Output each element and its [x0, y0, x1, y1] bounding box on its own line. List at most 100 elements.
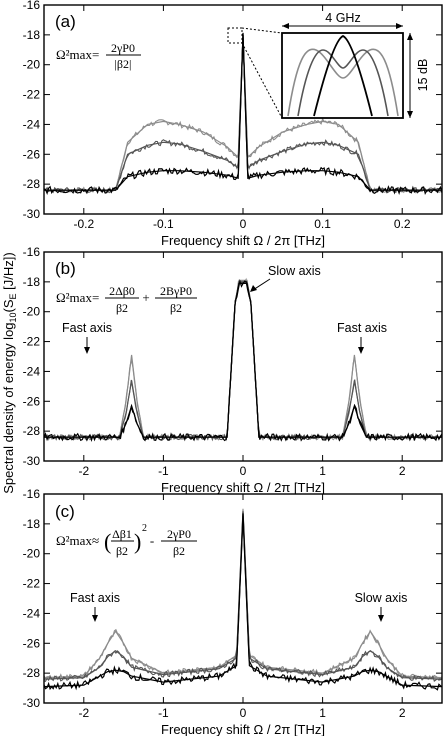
y-tick-label: -30	[23, 207, 41, 221]
panel-a-x-axis-label: Frequency shift Ω / 2π [THz]	[161, 233, 325, 248]
panel-a-ticks: -30 -28 -26 -24 -22 -20 -18 -16 -0.2 -0.1 0 0.1 0.2	[23, 0, 442, 231]
inset-curve-mid	[297, 49, 389, 117]
panel-b-arrow-slow	[252, 278, 271, 291]
panel-c-arrowhead-fast	[92, 615, 98, 622]
series-envelope-high	[44, 279, 442, 438]
panel-c-x-axis-label: Frequency shift Ω / 2π [THz]	[161, 722, 325, 736]
x-tick-label: 0	[240, 706, 247, 720]
inset-zoom-line-top	[241, 27, 283, 34]
x-tick-label: 1	[319, 464, 326, 478]
y-tick-label: -28	[23, 666, 41, 680]
y-tick-label: -24	[23, 117, 41, 131]
y-tick-label: -18	[23, 517, 41, 531]
x-tick-label: -1	[158, 706, 169, 720]
y-tick-label: -20	[23, 547, 41, 561]
y-tick-label: -28	[23, 177, 41, 191]
panel-b-formula-num2: 2BγP0	[160, 284, 192, 298]
panel-b-formula-den2: β2	[170, 301, 182, 315]
y-tick-label: -16	[23, 487, 41, 501]
x-tick-label: -1	[158, 464, 169, 478]
x-tick-label: 2	[399, 464, 406, 478]
x-tick-label: 0	[240, 464, 247, 478]
inset-source-box	[227, 27, 243, 44]
panel-c-formula-den2: β2	[173, 544, 185, 558]
inset-curve-low	[313, 35, 373, 117]
x-tick-label: 1	[319, 706, 326, 720]
panel-c-formula-num1: Δβ1	[112, 527, 132, 541]
panel-b-formula-plus: +	[142, 290, 149, 305]
y-tick-label: -26	[23, 147, 41, 161]
panel-a-formula-den: |β2|	[115, 57, 132, 71]
inset-height-arrow-bottom-head	[407, 111, 413, 118]
inset-width-label: 4 GHz	[325, 11, 360, 25]
y-tick-label: -16	[23, 0, 41, 12]
panel-c-formula-exp: 2	[142, 523, 147, 534]
panel-c-annotation-fast: Fast axis	[70, 591, 120, 605]
panel-c-formula-num2: 2γP0	[167, 527, 191, 541]
y-tick-label: -26	[23, 394, 41, 408]
inset-width-arrow-left-head	[282, 23, 289, 29]
ylabel-part-a: Spectral density of energy log	[1, 322, 16, 493]
x-tick-label: -2	[78, 464, 89, 478]
series-envelope-high	[43, 510, 443, 679]
y-tick-label: -22	[23, 335, 41, 349]
panel-b-formula: Ω²max= 2Δβ0 β2 + 2BγP0 β2	[56, 284, 197, 315]
panel-a-formula-num: 2γP0	[111, 41, 135, 55]
shared-y-axis-label: Spectral density of energy log10(SE [J/H…	[1, 252, 18, 493]
inset-curve-high	[287, 48, 399, 117]
y-tick-label: -22	[23, 88, 41, 102]
series-envelope-mid	[44, 281, 442, 438]
panel-b-arrowhead-fast-left	[84, 347, 90, 354]
panel-b: -30 -28 -26 -24 -22 -20 -18 -16 -2 -1 0 1 2 (b) Freq…	[23, 245, 443, 495]
y-tick-label: -26	[23, 636, 41, 650]
y-tick-label: -30	[23, 696, 41, 710]
y-tick-label: -24	[23, 606, 41, 620]
inset-zoom-line-bottom	[241, 42, 283, 119]
panel-b-annotation-slow: Slow axis	[268, 264, 321, 278]
ylabel-part-c: [J/Hz])	[1, 252, 16, 293]
panel-b-x-axis-label: Frequency shift Ω / 2π [THz]	[161, 480, 325, 495]
panel-c-series	[43, 508, 443, 691]
y-tick-label: -20	[23, 58, 41, 72]
panel-b-label: (b)	[55, 259, 76, 278]
panel-c-formula-den1: β2	[116, 544, 128, 558]
y-tick-label: -30	[23, 454, 41, 468]
panel-b-formula-lhs: Ω²max=	[56, 290, 99, 305]
x-tick-label: 0	[240, 217, 247, 231]
panel-b-formula-den1: β2	[116, 301, 128, 315]
panel-c-formula-lparen: (	[104, 529, 111, 554]
panel-c-formula-lhs: Ω²max≈	[56, 533, 99, 548]
x-tick-label: -0.1	[153, 217, 174, 231]
inset-box	[281, 32, 404, 119]
panel-a-inset: 4 GHz 15 dB	[227, 11, 430, 119]
panel-b-ticks: -30 -28 -26 -24 -22 -20 -18 -16 -2 -1 0 1 2	[23, 245, 442, 478]
ylabel-part-e: E	[8, 293, 18, 299]
y-tick-label: -18	[23, 28, 41, 42]
x-tick-label: 2	[399, 706, 406, 720]
panel-c-formula-rparen: )	[134, 529, 141, 554]
panel-a: -30-28-26-24-22-20-18-16-0.2 -0.1 0 0.1 0.2 …	[23, 0, 443, 248]
panel-c-label: (c)	[55, 502, 75, 521]
panel-a-series	[43, 32, 443, 196]
panel-b-arrowhead-slow	[250, 285, 257, 292]
panel-b-annotation-fast-right: Fast axis	[337, 321, 387, 335]
ylabel-part-sub: 10	[8, 312, 18, 322]
y-tick-label: -28	[23, 424, 41, 438]
series-line-high	[43, 508, 443, 681]
y-tick-label: -20	[23, 305, 41, 319]
series-line-mid	[43, 279, 443, 442]
inset-height-arrow-top-head	[407, 33, 413, 40]
y-tick-label: -22	[23, 577, 41, 591]
x-tick-label: -0.2	[73, 217, 94, 231]
x-tick-label: 0.2	[394, 217, 411, 231]
panel-a-label: (a)	[55, 12, 76, 31]
panel-b-arrowhead-fast-right	[358, 347, 364, 354]
panel-b-formula-num1: 2Δβ0	[109, 284, 135, 298]
x-tick-label: 0.1	[314, 217, 331, 231]
panel-c: -30-28-26-24-22-20-18-16-2 -1 0 1 2 (c) Freq…	[23, 487, 443, 736]
panel-c-formula: Ω²max≈ ( Δβ1 β2 ) 2 - 2γP0 β2	[56, 523, 197, 558]
panel-b-series	[43, 277, 443, 443]
panel-a-formula-lhs: Ω²max=	[56, 47, 99, 62]
series-envelope-mid	[43, 511, 443, 680]
